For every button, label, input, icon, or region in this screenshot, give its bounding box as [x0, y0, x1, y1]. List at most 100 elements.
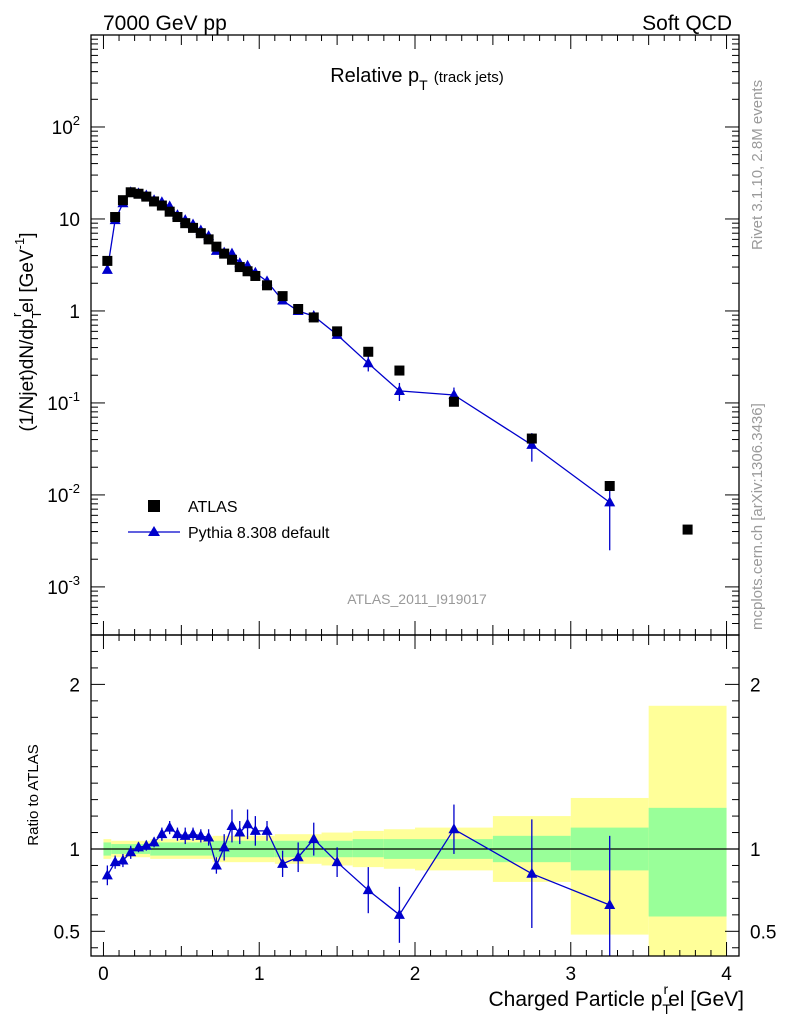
ratio-ytick-label-right: 2	[750, 675, 761, 696]
main-ticks-layer: 102 10 1 10-1 10-2 10-3	[47, 35, 739, 636]
main-marks-layer	[101, 186, 693, 551]
atlas-point	[242, 266, 253, 277]
ratio-ticks-layer: 0.5 0.5 1 1 2 2 0 1 2 3 4	[54, 634, 776, 985]
xlabel-part-d: el [GeV]	[668, 988, 744, 1011]
ratio-point	[362, 884, 374, 895]
ratio-point	[277, 857, 289, 868]
atlas-point	[133, 188, 144, 199]
legend-pythia-label: Pythia 8.308 default	[188, 525, 330, 542]
atlas-point	[219, 248, 230, 259]
ratio-point	[101, 869, 113, 880]
ratio-ytick-label-right: 0.5	[750, 922, 776, 943]
xlabel-part-c: r	[663, 981, 668, 997]
pythia-point	[448, 388, 460, 399]
atlas-point	[332, 326, 343, 337]
atlas-point	[234, 262, 245, 273]
ylabel-part-e: -1	[12, 238, 27, 250]
atlas-point	[195, 228, 206, 239]
main-ytick-label: 102	[52, 113, 80, 139]
ratio-band-inner	[352, 839, 384, 858]
ratio-point	[218, 841, 230, 852]
ratio-point	[226, 819, 238, 830]
ylabel-part-a: (1/Njet)dN/dp	[17, 319, 38, 432]
xlabel: Charged Particle pTrel [GeV]	[488, 981, 744, 1017]
atlas-point	[188, 222, 199, 233]
atlas-point	[293, 304, 304, 315]
legend-atlas-marker	[148, 500, 160, 512]
atlas-point	[394, 365, 405, 376]
ratio-point	[261, 824, 273, 835]
main-ytick-label: 10	[59, 210, 80, 231]
ratio-point	[148, 836, 160, 847]
ratio-xtick-label: 0	[98, 964, 109, 985]
ratio-marks-layer	[91, 705, 739, 956]
ratio-point	[195, 829, 207, 840]
pythia-point	[526, 438, 538, 449]
ratio-ylabel: Ratio to ATLAS	[25, 744, 42, 845]
ratio-point	[156, 828, 168, 839]
ratio-xtick-label: 2	[410, 964, 421, 985]
atlas-point	[604, 481, 615, 492]
main-ylabel: (1/Njet)dN/dpTrel [GeV-1]	[9, 232, 44, 431]
ratio-point	[117, 854, 129, 865]
atlas-point	[250, 270, 261, 281]
atlas-point	[149, 196, 160, 207]
ratio-panel: 0.5 0.5 1 1 2 2 0 1 2 3 4 Ratio to ATLAS Charged P…	[25, 634, 776, 1017]
atlas-point	[308, 312, 319, 323]
atlas-point	[277, 291, 288, 302]
ratio-point	[125, 846, 137, 857]
pythia-line	[106, 191, 611, 503]
atlas-point	[526, 433, 537, 444]
atlas-point	[117, 195, 128, 206]
main-title: Relative pT (track jets)	[330, 65, 504, 93]
legend: ATLAS Pythia 8.308 default	[128, 499, 330, 542]
atlas-point	[102, 255, 113, 266]
ratio-point	[140, 839, 152, 850]
ratio-point	[448, 823, 460, 834]
ylabel-part-b: T	[29, 311, 44, 319]
ratio-point	[393, 908, 405, 919]
atlas-point	[156, 200, 167, 211]
atlas-point	[172, 212, 183, 223]
atlas-point	[226, 254, 237, 265]
atlas-point	[180, 218, 191, 229]
legend-atlas-label: ATLAS	[188, 499, 238, 516]
ratio-point	[234, 826, 246, 837]
ratio-point	[242, 818, 254, 829]
main-frame	[90, 34, 740, 636]
atlas-point	[110, 212, 121, 223]
atlas-point	[125, 187, 136, 198]
ratio-xtick-label: 4	[721, 964, 732, 985]
ylabel-part-c: r	[9, 312, 24, 317]
atlas-point	[682, 524, 693, 535]
ratio-point	[187, 828, 199, 839]
header-right: Soft QCD	[642, 12, 732, 35]
ylabel-part-d: el [GeV	[17, 249, 38, 313]
main-ytick-label: 1	[69, 302, 80, 323]
main-ytick-label: 10-1	[47, 389, 80, 415]
ratio-point	[109, 856, 121, 867]
ratio-point	[164, 821, 176, 832]
ratio-xtick-label: 3	[565, 964, 576, 985]
watermark: ATLAS_2011_I919017	[347, 591, 487, 607]
ratio-ytick-label-right: 1	[750, 840, 761, 861]
ratio-xtick-label: 1	[254, 964, 265, 985]
atlas-point	[203, 234, 214, 245]
title-subscript: T	[419, 77, 428, 93]
ratio-point	[210, 859, 222, 870]
ylabel-part-f: ]	[17, 232, 38, 237]
ratio-point	[308, 833, 320, 844]
ratio-point	[133, 841, 145, 852]
rivet-version-label: Rivet 3.1.10, 2.8M events	[749, 80, 766, 250]
ratio-point	[526, 867, 538, 878]
pythia-point	[604, 496, 616, 507]
main-ytick-label: 10-3	[47, 573, 80, 599]
pythia-point	[362, 357, 374, 368]
atlas-point	[448, 396, 459, 407]
pythia-point	[101, 263, 113, 274]
atlas-point	[211, 241, 222, 252]
ratio-point	[203, 831, 215, 842]
atlas-point	[164, 206, 175, 217]
